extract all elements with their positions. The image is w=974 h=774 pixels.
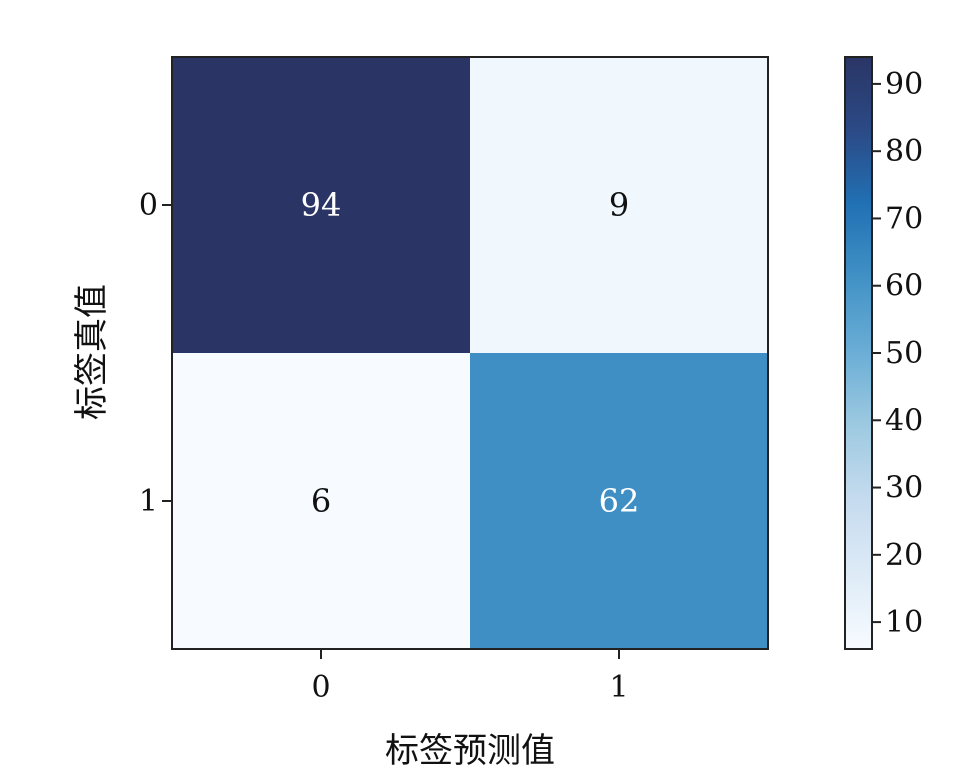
colorbar-gradient-bar <box>844 56 873 650</box>
y-axis: 0 1 <box>139 188 172 519</box>
colorbar-tick-label: 80 <box>885 134 923 169</box>
x-tick-label-0: 0 <box>311 670 330 705</box>
cell-value-0-1: 9 <box>609 186 629 224</box>
cell-value-1-1: 62 <box>599 482 640 520</box>
heatmap-cell-1-1 <box>470 353 768 649</box>
x-tick-label-1: 1 <box>609 670 628 705</box>
heatmap-cell-0-1 <box>470 57 768 353</box>
cell-value-0-0: 94 <box>301 186 342 224</box>
cell-value-1-0: 6 <box>311 482 331 520</box>
colorbar-tick-label: 70 <box>885 201 923 236</box>
x-axis: 0 1 <box>311 649 629 705</box>
y-tick-label-1: 1 <box>139 484 158 519</box>
colorbar-tick-label: 60 <box>885 269 923 304</box>
colorbar: 10 20 30 40 50 60 70 80 90 <box>844 56 923 650</box>
y-tick-label-0: 0 <box>139 188 158 223</box>
heatmap-cells <box>172 57 768 649</box>
colorbar-tick-label: 90 <box>885 67 923 102</box>
colorbar-tick-label: 50 <box>885 336 923 371</box>
plot-frame <box>171 56 769 650</box>
cell-labels: 94 9 6 62 <box>301 186 640 520</box>
x-axis-title: 标签预测值 <box>385 731 555 771</box>
colorbar-ticks: 10 20 30 40 50 60 70 80 90 <box>872 67 923 640</box>
colorbar-tick-label: 40 <box>885 403 923 438</box>
colorbar-tick-label: 10 <box>885 605 923 640</box>
colorbar-tick-label: 20 <box>885 538 923 573</box>
heatmap-cell-1-0 <box>172 353 470 649</box>
heatmap-cell-0-0 <box>172 57 470 353</box>
y-axis-title: 标签真值 <box>72 284 112 420</box>
colorbar-tick-label: 30 <box>885 471 923 506</box>
